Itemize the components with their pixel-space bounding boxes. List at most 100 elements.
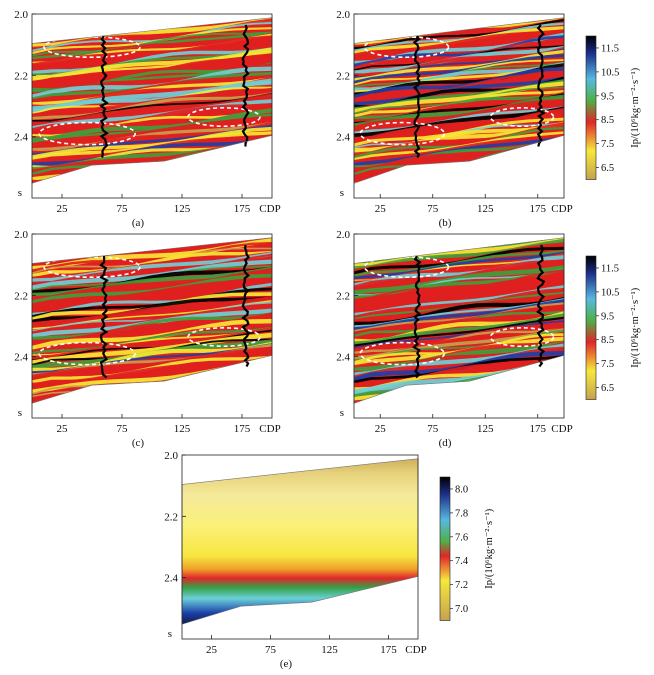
plot-frame bbox=[181, 454, 419, 640]
dashed-ellipse bbox=[187, 327, 261, 348]
colorbar-tick-label: 11.5 bbox=[601, 263, 619, 274]
colorbar-tick-label: 7.5 bbox=[601, 359, 614, 370]
panel-e-plot: 2.0 2.2 2.4 s 25 75 125 175 CDP (e) 8.0 7.8 7.6 7.4 7.… bbox=[164, 450, 495, 670]
x-tick-label: 125 bbox=[477, 423, 494, 435]
dashed-ellipse bbox=[489, 327, 555, 348]
well-log-curve bbox=[412, 255, 422, 379]
y-unit-label: s bbox=[168, 628, 172, 640]
x-tick-label: 125 bbox=[477, 203, 494, 215]
panel-caption: (d) bbox=[439, 437, 452, 449]
y-unit-label: s bbox=[340, 407, 344, 419]
x-unit-label: CDP bbox=[551, 423, 572, 435]
x-tick-label: 25 bbox=[375, 423, 387, 435]
section-d bbox=[354, 237, 564, 404]
colorbar-tick-label: 8.0 bbox=[455, 484, 468, 495]
colorbar-tick-label: 7.0 bbox=[455, 604, 468, 615]
dashed-ellipse bbox=[38, 121, 136, 146]
section-c bbox=[32, 237, 272, 404]
colorbar-tick-label: 7.2 bbox=[455, 580, 468, 591]
x-tick-label: 25 bbox=[375, 203, 387, 215]
section-e bbox=[182, 458, 418, 625]
panel-b: 2.0 2.2 2.4 s 25 75 125 175 CDP (b) 11.5 10.5 9.5 8.5… bbox=[322, 0, 654, 230]
panel-c: 2.0 2.2 2.4 s 25 75 125 175 CDP (c) bbox=[0, 224, 320, 449]
panel-caption: (a) bbox=[132, 217, 145, 229]
panel-caption: (b) bbox=[439, 217, 452, 229]
y-tick-label: 2.2 bbox=[14, 70, 28, 82]
y-tick-label: 2.4 bbox=[14, 132, 28, 144]
x-tick-label: 175 bbox=[530, 203, 547, 215]
colorbar-label: Ip/(10⁶kg·m⁻²·s⁻¹) bbox=[484, 508, 495, 588]
panel-c-plot: 2.0 2.2 2.4 s 25 75 125 175 CDP (c) bbox=[14, 229, 280, 449]
plot-frame bbox=[31, 13, 273, 199]
dashed-ellipse bbox=[43, 36, 141, 59]
plot-frame bbox=[31, 233, 273, 419]
dashed-ellipse bbox=[359, 341, 446, 366]
section-b bbox=[354, 17, 564, 184]
y-tick-label: 2.0 bbox=[336, 229, 350, 241]
colorbar bbox=[585, 35, 597, 180]
x-tick-label: 175 bbox=[234, 423, 251, 435]
panel-caption: (c) bbox=[132, 437, 145, 449]
panel-b-plot: 2.0 2.2 2.4 s 25 75 125 175 CDP (b) 11.5 10.5 9.5 8.5… bbox=[336, 9, 641, 229]
colorbar-tick-label: 6.5 bbox=[601, 163, 614, 174]
x-tick-label: 75 bbox=[117, 423, 129, 435]
y-tick-label: 2.0 bbox=[164, 450, 178, 462]
y-unit-label: s bbox=[18, 187, 22, 199]
colorbar-tick-label: 9.5 bbox=[601, 91, 614, 102]
panel-e: 2.0 2.2 2.4 s 25 75 125 175 CDP (e) 8.0 7.8 7.6 7.4 7.… bbox=[160, 445, 495, 675]
x-tick-label: 25 bbox=[206, 644, 218, 656]
x-unit-label: CDP bbox=[259, 203, 280, 215]
x-tick-label: 175 bbox=[530, 423, 547, 435]
well-log-curve bbox=[536, 244, 546, 368]
x-tick-label: 75 bbox=[265, 644, 277, 656]
y-tick-label: 2.4 bbox=[14, 352, 28, 364]
y-tick-label: 2.2 bbox=[336, 70, 350, 82]
y-unit-label: s bbox=[18, 407, 22, 419]
panel-a-plot: 2.0 2.2 2.4 s 25 75 125 175 CDP (a) bbox=[14, 9, 280, 229]
colorbar-tick-label: 7.5 bbox=[601, 139, 614, 150]
x-unit-label: CDP bbox=[259, 423, 280, 435]
x-tick-label: 25 bbox=[57, 203, 69, 215]
y-unit-label: s bbox=[340, 187, 344, 199]
colorbar-tick-label: 7.4 bbox=[455, 556, 469, 567]
well-log-curve bbox=[99, 256, 109, 379]
colorbar-tick-label: 9.5 bbox=[601, 311, 614, 322]
dashed-ellipse bbox=[359, 121, 446, 146]
colorbar-tick-label: 8.5 bbox=[601, 335, 614, 346]
y-tick-label: 2.4 bbox=[336, 132, 350, 144]
well-log-curve bbox=[241, 244, 250, 368]
panel-d: 2.0 2.2 2.4 s 25 75 125 175 CDP (d) 11.5 10.5 9.5 8.5… bbox=[322, 224, 654, 449]
x-unit-label: CDP bbox=[405, 644, 426, 656]
x-tick-label: 125 bbox=[174, 203, 191, 215]
x-tick-label: 25 bbox=[57, 423, 69, 435]
plot-frame bbox=[353, 13, 565, 199]
colorbar-tick-label: 8.5 bbox=[601, 115, 614, 126]
x-tick-label: 175 bbox=[380, 644, 397, 656]
panel-d-plot: 2.0 2.2 2.4 s 25 75 125 175 CDP (d) 11.5 10.5 9.5 8.5… bbox=[336, 229, 641, 449]
section-a bbox=[32, 17, 272, 184]
y-tick-label: 2.4 bbox=[336, 352, 350, 364]
dashed-ellipse bbox=[38, 341, 136, 366]
colorbar-tick-label: 10.5 bbox=[601, 67, 619, 78]
x-tick-label: 125 bbox=[321, 644, 338, 656]
colorbar bbox=[439, 476, 451, 621]
well-log-curve bbox=[536, 24, 546, 147]
panel-a: 2.0 2.2 2.4 s 25 75 125 175 CDP (a) bbox=[0, 0, 320, 230]
x-tick-label: 75 bbox=[117, 203, 129, 215]
x-tick-label: 75 bbox=[427, 203, 439, 215]
y-tick-label: 2.0 bbox=[14, 229, 28, 241]
colorbar-label: Ip/(10⁶kg·m⁻²·s⁻¹) bbox=[630, 67, 641, 147]
plot-frame bbox=[353, 233, 565, 419]
well-log-curve bbox=[99, 35, 109, 158]
dashed-ellipse bbox=[187, 107, 261, 128]
well-log-curve bbox=[412, 35, 421, 158]
x-tick-label: 125 bbox=[174, 423, 191, 435]
y-tick-label: 2.2 bbox=[164, 511, 178, 523]
y-tick-label: 2.2 bbox=[14, 290, 28, 302]
colorbar-tick-label: 11.5 bbox=[601, 43, 619, 54]
panel-caption: (e) bbox=[280, 658, 293, 670]
x-tick-label: 75 bbox=[427, 423, 439, 435]
well-log-curve bbox=[241, 24, 250, 147]
x-tick-label: 175 bbox=[234, 203, 251, 215]
y-tick-label: 2.0 bbox=[336, 9, 350, 21]
